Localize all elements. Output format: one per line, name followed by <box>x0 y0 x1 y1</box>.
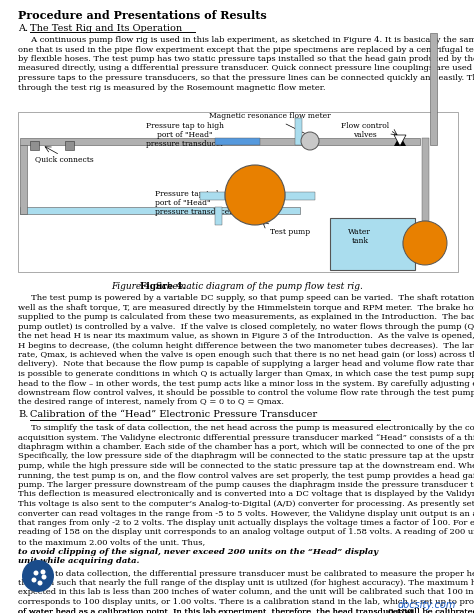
Text: The Test Rig and Its Operation: The Test Rig and Its Operation <box>30 24 182 33</box>
Text: well as the shaft torque, T, are measured directly by the Himmelstein torque and: well as the shaft torque, T, are measure… <box>18 303 474 311</box>
Text: Test pump: Test pump <box>270 228 310 236</box>
Text: converter can read voltages in the range from -5 to 5 volts. However, the Validy: converter can read voltages in the range… <box>18 509 474 517</box>
Text: Specifically, the low pressure side of the diaphragm will be connected to the st: Specifically, the low pressure side of t… <box>18 452 474 460</box>
Text: corresponds to 100 display units, or 1.00 volts. There is a calibration stand in: corresponds to 100 display units, or 1.0… <box>18 598 474 606</box>
Ellipse shape <box>37 581 43 585</box>
Bar <box>330 218 415 270</box>
Text: This voltage is also sent to the computer’s Analog-to-Digital (A/D) converter fo: This voltage is also sent to the compute… <box>18 500 474 508</box>
Text: that ranges from only -2 to 2 volts. The display unit actually displays the volt: that ranges from only -2 to 2 volts. The… <box>18 519 474 527</box>
Text: Procedure and Presentations of Results: Procedure and Presentations of Results <box>18 10 267 21</box>
Bar <box>215 138 260 145</box>
Text: supplied to the pump is calculated from these two measurements, as explained in : supplied to the pump is calculated from … <box>18 313 474 321</box>
Text: running, the test pump is on, and the flow control valves are set properly, the : running, the test pump is on, and the fl… <box>18 471 474 479</box>
Text: to the maximum 2.00 volts of the unit. Thus,: to the maximum 2.00 volts of the unit. T… <box>18 538 205 546</box>
Text: Magnetic resonance flow meter: Magnetic resonance flow meter <box>209 112 331 135</box>
Text: one that is used in the pipe flow experiment except that the pipe specimens are : one that is used in the pipe flow experi… <box>18 45 474 53</box>
Text: 0.480: 0.480 <box>388 609 414 613</box>
Text: Quick connects: Quick connects <box>35 155 94 163</box>
Text: A continuous pump flow rig is used in this lab experiment, as sketched in Figure: A continuous pump flow rig is used in th… <box>18 36 474 44</box>
Bar <box>295 118 302 145</box>
Text: of water head as a calibration point. In this lab experiment, therefore, the hea: of water head as a calibration point. In… <box>18 607 474 613</box>
Text: A.: A. <box>18 24 28 33</box>
Ellipse shape <box>31 577 36 582</box>
Text: Calibration of the “Head” Electronic Pressure Transducer: Calibration of the “Head” Electronic Pre… <box>30 410 317 419</box>
Ellipse shape <box>301 132 319 150</box>
Bar <box>20 138 420 145</box>
Bar <box>200 192 225 200</box>
Text: Figure 4. Schematic diagram of the pump flow test rig.: Figure 4. Schematic diagram of the pump … <box>111 282 363 291</box>
Ellipse shape <box>40 569 46 574</box>
Text: head to the flow – in other words, the test pump acts like a minor loss in the s: head to the flow – in other words, the t… <box>18 379 474 387</box>
Ellipse shape <box>42 574 46 579</box>
Bar <box>430 33 437 145</box>
Text: expected in this lab is less than 200 inches of water column, and the unit will : expected in this lab is less than 200 in… <box>18 588 474 596</box>
Text: rate, Qmax, is achieved when the valve is open enough such that there is no net : rate, Qmax, is achieved when the valve i… <box>18 351 474 359</box>
Text: of water head as a calibration point. In this lab experiment, therefore, the hea: of water head as a calibration point. In… <box>18 607 474 613</box>
Bar <box>18 112 458 272</box>
Polygon shape <box>394 135 406 146</box>
Text: reading of 158 on the display unit corresponds to an analog voltage output of 1.: reading of 158 on the display unit corre… <box>18 528 474 536</box>
Text: diaphragm within a chamber. Each side of the chamber has a port, which will be c: diaphragm within a chamber. Each side of… <box>18 443 474 451</box>
Polygon shape <box>394 135 406 146</box>
Text: measured directly, using a differential pressure transducer. Quick connect press: measured directly, using a differential … <box>18 64 474 72</box>
Text: The test pump is powered by a variable DC supply, so that pump speed can be vari: The test pump is powered by a variable D… <box>18 294 474 302</box>
Text: pump outlet) is controlled by a valve.  If the valve is closed completely, no wa: pump outlet) is controlled by a valve. I… <box>18 322 474 330</box>
Text: This deflection is measured electronically and is converted into a DC voltage th: This deflection is measured electronical… <box>18 490 474 498</box>
Bar <box>30 141 39 150</box>
Bar <box>65 141 74 150</box>
Ellipse shape <box>403 221 447 265</box>
Text: pump. The larger pressure downstream of the pump causes the diaphragm inside the: pump. The larger pressure downstream of … <box>18 481 474 489</box>
Text: through the test rig is measured by the Rosemount magnetic flow meter.: through the test rig is measured by the … <box>18 83 326 91</box>
Text: B.: B. <box>18 410 28 419</box>
Text: downstream flow control valves, it should be possible to control the volume flow: downstream flow control valves, it shoul… <box>18 389 474 397</box>
Text: To simplify the task of data collection, the net head across the pump is measure: To simplify the task of data collection,… <box>18 424 474 432</box>
Bar <box>20 207 300 214</box>
Bar <box>20 145 27 214</box>
Text: the desired range of interest, namely from Q = 0 to Q = Qmax.: the desired range of interest, namely fr… <box>18 398 284 406</box>
Ellipse shape <box>34 571 38 576</box>
Bar <box>422 138 429 221</box>
Text: pressure taps to the pressure transducers, so that the pressure lines can be con: pressure taps to the pressure transducer… <box>18 74 474 82</box>
Text: by flexible hoses. The test pump has two static pressure taps installed so that : by flexible hoses. The test pump has two… <box>18 55 474 63</box>
Text: Pressure tap to low –
port of "Head"
pressure transducer: Pressure tap to low – port of "Head" pre… <box>155 190 236 216</box>
Text: H begins to decrease, (the column height difference between the two manometer tu: H begins to decrease, (the column height… <box>18 341 474 349</box>
Bar <box>215 207 222 225</box>
Text: Flow control
valves: Flow control valves <box>341 122 389 139</box>
Bar <box>285 192 315 200</box>
Ellipse shape <box>225 165 285 225</box>
Text: delivery).  Note that because the flow pump is capable of supplying a larger hea: delivery). Note that because the flow pu… <box>18 360 474 368</box>
Text: Prior to data collection, the differential pressure transducer must be calibrate: Prior to data collection, the differenti… <box>18 569 474 577</box>
Text: the net head H is near its maximum value, as shown in Figure 3 of the Introducti: the net head H is near its maximum value… <box>18 332 474 340</box>
Bar <box>403 241 415 248</box>
Text: acquisition system. The Validyne electronic differential pressure transducer mar: acquisition system. The Validyne electro… <box>18 433 474 441</box>
Text: Figure 4.: Figure 4. <box>140 282 186 291</box>
Text: to avoid clipping of the signal, never exceed 200 units on the “Head” display: to avoid clipping of the signal, never e… <box>18 547 378 555</box>
Text: the span such that nearly the full range of the display unit is utilized (for hi: the span such that nearly the full range… <box>18 579 474 587</box>
Text: Water
tank: Water tank <box>348 227 371 245</box>
Text: docsity.com: docsity.com <box>398 600 456 610</box>
Text: unit while acquiring data.: unit while acquiring data. <box>18 557 139 565</box>
Text: Flow
pump: Flow pump <box>415 240 435 257</box>
Text: pump, while the high pressure side will be connected to the static pressure tap : pump, while the high pressure side will … <box>18 462 474 470</box>
Ellipse shape <box>22 560 54 592</box>
Text: is possible to generate conditions in which Q is actually larger than Qmax, in w: is possible to generate conditions in wh… <box>18 370 474 378</box>
Text: Pressure tap to high
port of "Head"
pressure transducer: Pressure tap to high port of "Head" pres… <box>146 122 224 148</box>
